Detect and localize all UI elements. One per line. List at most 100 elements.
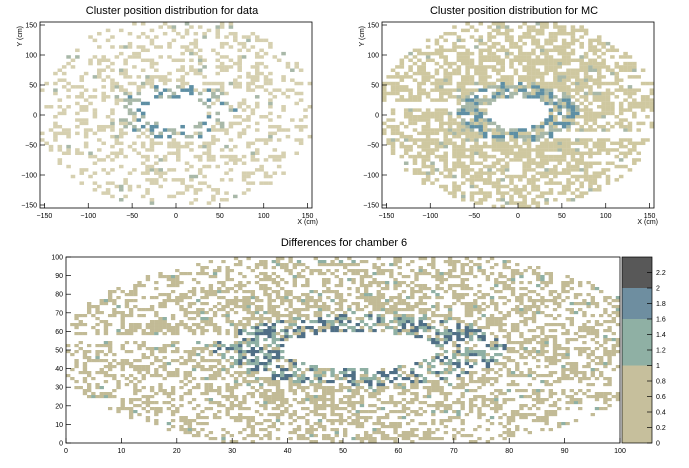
heatmap-cell: [473, 329, 478, 333]
heatmap-cell: [221, 368, 226, 372]
heatmap-cell: [158, 359, 163, 363]
heatmap-cell: [452, 174, 457, 179]
heatmap-cell: [566, 58, 571, 63]
heatmap-cell: [66, 131, 71, 136]
heatmap-cell: [465, 134, 470, 139]
heatmap-cell: [184, 81, 190, 86]
heatmap-cell: [103, 353, 109, 357]
heatmap-cell: [478, 98, 484, 102]
heatmap-cell: [464, 308, 470, 312]
heatmap-cell: [313, 377, 318, 381]
heatmap-cell: [128, 293, 134, 297]
heatmap-cell: [204, 389, 209, 393]
heatmap-cell: [276, 88, 282, 92]
heatmap-cell: [176, 158, 181, 162]
heatmap-cell: [601, 58, 606, 63]
heatmap-cell: [280, 365, 285, 369]
heatmap-cell: [539, 134, 545, 139]
heatmap-cell: [137, 281, 142, 285]
heatmap-cell: [522, 35, 527, 39]
heatmap-cell: [460, 154, 466, 159]
heatmap-cell: [154, 95, 159, 99]
heatmap-cell: [183, 308, 188, 312]
heatmap-cell: [368, 404, 373, 408]
heatmap-cell: [133, 326, 138, 330]
heatmap-cell: [184, 88, 190, 92]
heatmap-cell: [397, 314, 402, 318]
heatmap-cell: [513, 201, 519, 205]
heatmap-cell: [149, 141, 155, 146]
heatmap-cell: [421, 148, 427, 152]
heatmap-cell: [504, 161, 510, 165]
heatmap-cell: [618, 118, 624, 122]
heatmap-cell: [509, 51, 514, 56]
heatmap-cell: [452, 386, 457, 390]
heatmap-cell: [384, 413, 390, 417]
heatmap-cell: [474, 88, 479, 92]
heatmap-cell: [456, 332, 461, 336]
heatmap-cell: [368, 326, 373, 330]
heatmap-cell: [496, 85, 501, 89]
heatmap-cell: [482, 101, 488, 106]
heatmap-cell: [566, 171, 571, 175]
heatmap-cell: [259, 323, 264, 327]
heatmap-cell: [57, 68, 63, 72]
heatmap-cell: [452, 428, 457, 432]
x-tick-label: 0: [174, 213, 178, 220]
heatmap-cell: [347, 398, 352, 402]
heatmap-cell: [614, 141, 620, 146]
heatmap-cell: [464, 263, 470, 267]
heatmap-cell: [141, 377, 146, 381]
heatmap-cell: [544, 22, 549, 26]
heatmap-cell: [421, 144, 427, 149]
heatmap-cell: [263, 272, 268, 276]
heatmap-cell: [601, 65, 606, 69]
heatmap-cell: [393, 440, 398, 444]
heatmap-cell: [221, 356, 226, 360]
heatmap-cell: [553, 108, 558, 112]
heatmap-cell: [246, 299, 251, 303]
heatmap-cell: [170, 404, 176, 408]
heatmap-cell: [447, 317, 453, 321]
heatmap-cell: [583, 161, 589, 165]
heatmap-cell: [491, 181, 497, 185]
heatmap-cell: [280, 296, 285, 300]
heatmap-cell: [447, 407, 453, 411]
heatmap-cell: [298, 124, 304, 129]
heatmap-cell: [443, 410, 449, 414]
heatmap-cell: [263, 389, 268, 393]
heatmap-cell: [566, 91, 571, 96]
heatmap-cell: [548, 121, 554, 126]
heatmap-cell: [267, 368, 272, 372]
heatmap-cell: [401, 323, 407, 327]
heatmap-cell: [421, 61, 427, 66]
heatmap-cell: [452, 269, 457, 273]
heatmap-cell: [280, 377, 285, 381]
heatmap-cell: [343, 371, 348, 375]
heatmap-cell: [330, 386, 335, 390]
heatmap-cell: [474, 184, 479, 189]
heatmap-cell: [292, 374, 297, 378]
heatmap-cell: [627, 121, 633, 126]
heatmap-cell: [263, 398, 268, 402]
heatmap-cell: [553, 25, 558, 29]
heatmap-cell: [259, 284, 264, 288]
heatmap-cell: [605, 161, 611, 165]
heatmap-cell: [491, 204, 497, 209]
heatmap-cell: [48, 128, 54, 132]
heatmap-cell: [254, 368, 260, 372]
heatmap-cell: [363, 299, 369, 303]
heatmap-cell: [430, 111, 435, 116]
heatmap-cell: [456, 98, 462, 102]
heatmap-cell: [477, 335, 482, 339]
heatmap-cell: [66, 350, 71, 354]
heatmap-cell: [469, 144, 475, 149]
heatmap-cell: [40, 88, 45, 92]
heatmap-cell: [225, 287, 230, 291]
heatmap-cell: [414, 302, 419, 306]
heatmap-cell: [225, 383, 230, 387]
heatmap-cell: [583, 78, 589, 82]
heatmap-cell: [334, 326, 339, 330]
heatmap-cell: [137, 308, 142, 312]
heatmap-cell: [403, 75, 409, 79]
